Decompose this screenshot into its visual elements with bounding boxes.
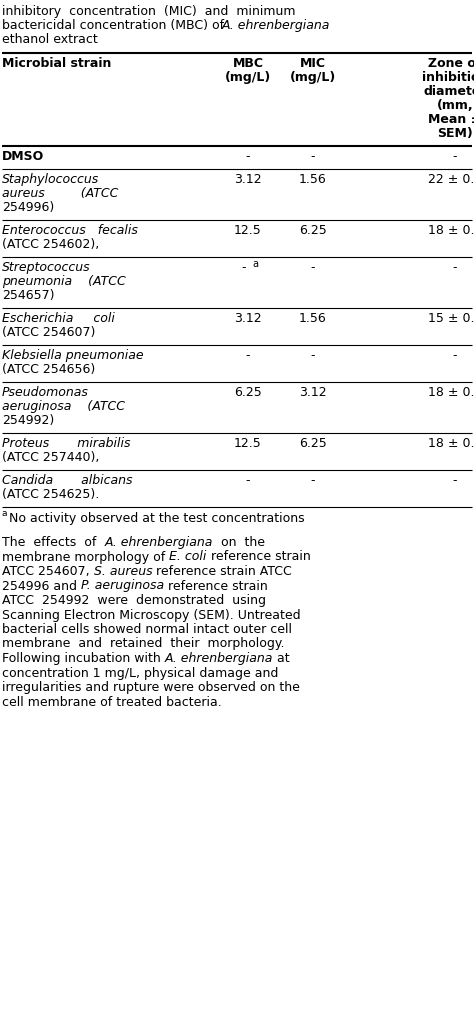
Text: The  effects  of: The effects of	[2, 536, 104, 549]
Text: 6.25: 6.25	[299, 224, 327, 237]
Text: -: -	[311, 349, 315, 362]
Text: P. aeruginosa: P. aeruginosa	[81, 579, 164, 592]
Text: (ATCC 254607): (ATCC 254607)	[2, 326, 95, 339]
Text: Pseudomonas: Pseudomonas	[2, 386, 89, 399]
Text: ethanol extract: ethanol extract	[2, 33, 98, 46]
Text: SEM): SEM)	[437, 127, 473, 140]
Text: 6.25: 6.25	[234, 386, 262, 399]
Text: diameter: diameter	[423, 85, 474, 98]
Text: -: -	[311, 474, 315, 487]
Text: 12.5: 12.5	[234, 437, 262, 450]
Text: 254992): 254992)	[2, 414, 54, 427]
Text: membrane morphology of: membrane morphology of	[2, 550, 169, 564]
Text: A. ehrenbergiana: A. ehrenbergiana	[104, 536, 213, 549]
Text: A. ehrenbergiana: A. ehrenbergiana	[222, 19, 330, 32]
Text: 254657): 254657)	[2, 290, 55, 302]
Text: 3.12: 3.12	[234, 173, 262, 186]
Text: (mg/L): (mg/L)	[225, 71, 271, 84]
Text: 1.56: 1.56	[299, 173, 327, 186]
Text: -: -	[242, 261, 246, 274]
Text: a: a	[2, 509, 8, 518]
Text: Following incubation with: Following incubation with	[2, 652, 165, 665]
Text: A. ehrenbergiana: A. ehrenbergiana	[165, 652, 273, 665]
Text: (mm,: (mm,	[437, 99, 474, 112]
Text: a: a	[252, 259, 258, 269]
Text: inhibitory  concentration  (MIC)  and  minimum: inhibitory concentration (MIC) and minim…	[2, 5, 295, 18]
Text: -: -	[246, 474, 250, 487]
Text: (ATCC 254625).: (ATCC 254625).	[2, 488, 99, 501]
Text: (mg/L): (mg/L)	[290, 71, 336, 84]
Text: (ATCC 254656): (ATCC 254656)	[2, 363, 95, 376]
Text: bacterial cells showed normal intact outer cell: bacterial cells showed normal intact out…	[2, 623, 292, 636]
Text: Mean ±: Mean ±	[428, 113, 474, 126]
Text: -: -	[311, 261, 315, 274]
Text: aureus         (ATCC: aureus (ATCC	[2, 187, 118, 201]
Text: 6.25: 6.25	[299, 437, 327, 450]
Text: 12.5: 12.5	[234, 224, 262, 237]
Text: 1.56: 1.56	[299, 312, 327, 325]
Text: 3.12: 3.12	[299, 386, 327, 399]
Text: (ATCC 257440),: (ATCC 257440),	[2, 451, 100, 464]
Text: -: -	[246, 349, 250, 362]
Text: (ATCC 254602),: (ATCC 254602),	[2, 238, 99, 251]
Text: 254996 and: 254996 and	[2, 579, 81, 592]
Text: bactericidal concentration (MBC) of: bactericidal concentration (MBC) of	[2, 19, 228, 32]
Text: No activity observed at the test concentrations: No activity observed at the test concent…	[9, 512, 305, 525]
Text: MIC: MIC	[300, 57, 326, 70]
Text: -: -	[311, 150, 315, 163]
Text: 15 ± 0.1: 15 ± 0.1	[428, 312, 474, 325]
Text: Klebsiella pneumoniae: Klebsiella pneumoniae	[2, 349, 144, 362]
Text: Candida       albicans: Candida albicans	[2, 474, 133, 487]
Text: -: -	[453, 474, 457, 487]
Text: 22 ± 0.3: 22 ± 0.3	[428, 173, 474, 186]
Text: ATCC  254992  were  demonstrated  using: ATCC 254992 were demonstrated using	[2, 594, 266, 607]
Text: aeruginosa    (ATCC: aeruginosa (ATCC	[2, 400, 125, 413]
Text: Staphylococcus: Staphylococcus	[2, 173, 99, 186]
Text: -: -	[246, 150, 250, 163]
Text: 254996): 254996)	[2, 201, 54, 214]
Text: S. aureus: S. aureus	[94, 565, 152, 578]
Text: 18 ± 0.2: 18 ± 0.2	[428, 224, 474, 237]
Text: pneumonia    (ATCC: pneumonia (ATCC	[2, 275, 126, 288]
Text: inhibition: inhibition	[422, 71, 474, 84]
Text: DMSO: DMSO	[2, 150, 44, 163]
Text: concentration 1 mg/L, physical damage and: concentration 1 mg/L, physical damage an…	[2, 667, 278, 679]
Text: Proteus       mirabilis: Proteus mirabilis	[2, 437, 130, 450]
Text: -: -	[453, 261, 457, 274]
Text: 18 ± 0.2: 18 ± 0.2	[428, 386, 474, 399]
Text: Scanning Electron Microscopy (SEM). Untreated: Scanning Electron Microscopy (SEM). Untr…	[2, 609, 301, 622]
Text: reference strain: reference strain	[164, 579, 268, 592]
Text: irregularities and rupture were observed on the: irregularities and rupture were observed…	[2, 681, 300, 694]
Text: membrane  and  retained  their  morphology.: membrane and retained their morphology.	[2, 637, 284, 651]
Text: -: -	[453, 150, 457, 163]
Text: E. coli: E. coli	[169, 550, 207, 564]
Text: Streptococcus: Streptococcus	[2, 261, 91, 274]
Text: 18 ± 0.4: 18 ± 0.4	[428, 437, 474, 450]
Text: reference strain: reference strain	[207, 550, 310, 564]
Text: Zone of: Zone of	[428, 57, 474, 70]
Text: MBC: MBC	[233, 57, 264, 70]
Text: Escherichia     coli: Escherichia coli	[2, 312, 115, 325]
Text: -: -	[453, 349, 457, 362]
Text: on  the: on the	[213, 536, 265, 549]
Text: at: at	[273, 652, 290, 665]
Text: Microbial strain: Microbial strain	[2, 57, 111, 70]
Text: cell membrane of treated bacteria.: cell membrane of treated bacteria.	[2, 696, 222, 709]
Text: ATCC 254607,: ATCC 254607,	[2, 565, 94, 578]
Text: 3.12: 3.12	[234, 312, 262, 325]
Text: reference strain ATCC: reference strain ATCC	[152, 565, 292, 578]
Text: Enterococcus   fecalis: Enterococcus fecalis	[2, 224, 138, 237]
